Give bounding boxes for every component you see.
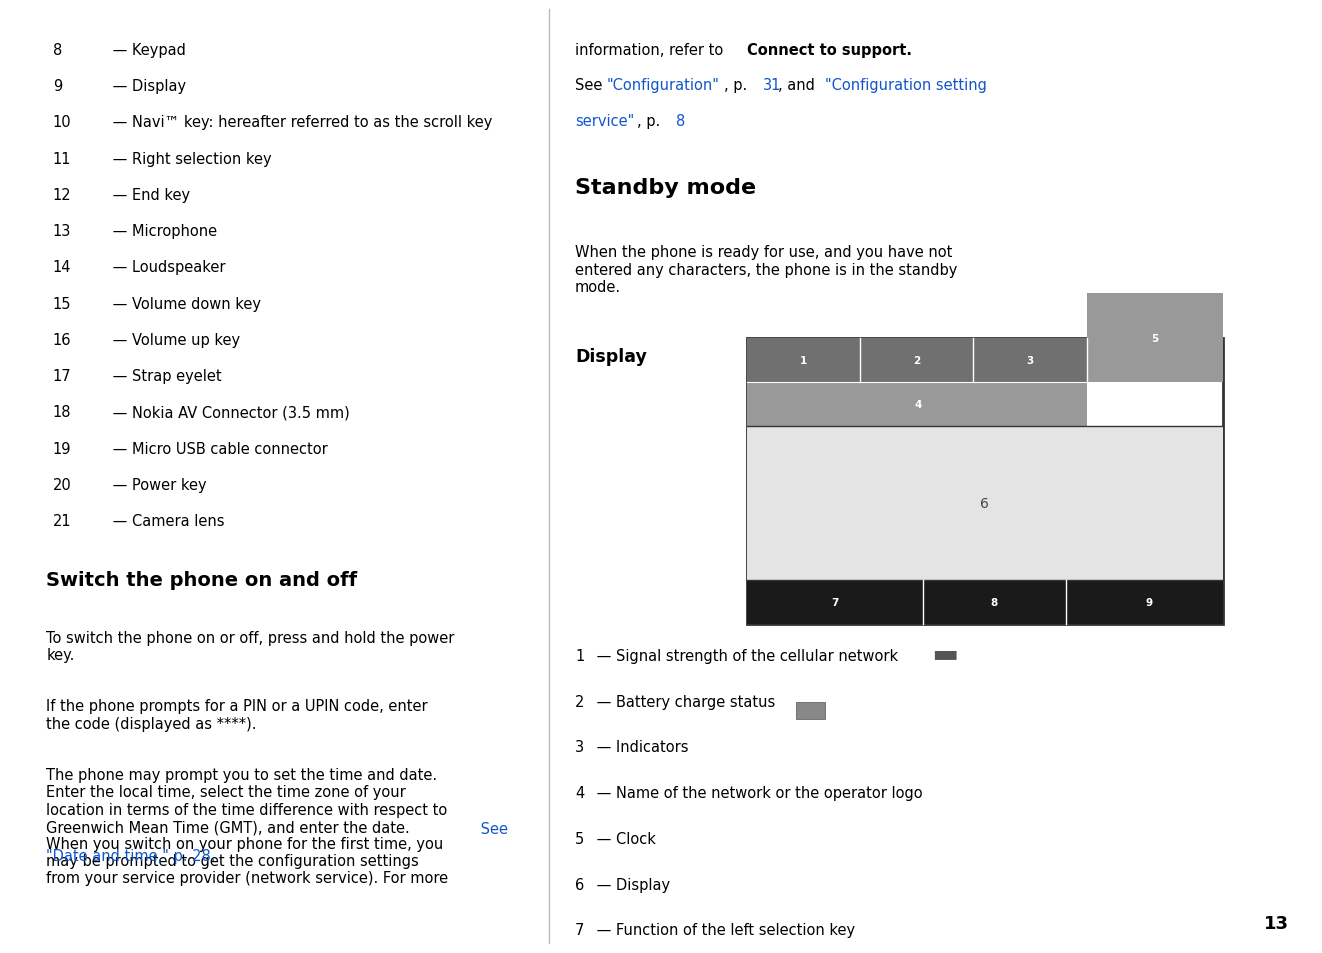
Text: 1: 1	[575, 648, 584, 663]
Text: — Volume up key: — Volume up key	[108, 333, 241, 348]
Text: — Microphone: — Microphone	[108, 224, 218, 239]
Text: 16: 16	[53, 333, 71, 348]
Text: — Indicators: — Indicators	[592, 740, 689, 755]
Text: 17: 17	[53, 369, 71, 384]
Text: 15: 15	[53, 296, 71, 312]
Text: — Nokia AV Connector (3.5 mm): — Nokia AV Connector (3.5 mm)	[108, 405, 350, 420]
Text: Switch the phone on and off: Switch the phone on and off	[46, 571, 357, 590]
Text: 4: 4	[575, 785, 584, 801]
Text: 9: 9	[53, 79, 62, 94]
Text: 8: 8	[53, 43, 62, 58]
Text: 3: 3	[575, 740, 584, 755]
Text: 14: 14	[53, 260, 71, 275]
Text: 21: 21	[53, 514, 71, 529]
Text: — Display: — Display	[592, 877, 670, 892]
Bar	[747, 338, 1087, 383]
Text: 18: 18	[53, 405, 71, 420]
Text: 5: 5	[1151, 334, 1158, 343]
Text: See: See	[476, 821, 508, 837]
Text: — Navi™ key: hereafter referred to as the scroll key: — Navi™ key: hereafter referred to as th…	[108, 115, 493, 131]
Text: 13: 13	[1264, 914, 1289, 932]
Text: 4: 4	[915, 400, 921, 410]
Text: 7: 7	[575, 923, 584, 938]
Text: See: See	[575, 78, 603, 93]
Text: 7: 7	[832, 598, 838, 607]
Text: 31: 31	[763, 78, 781, 93]
Text: — Name of the network or the operator logo: — Name of the network or the operator lo…	[592, 785, 923, 801]
Text: To switch the phone on or off, press and hold the power
key.: To switch the phone on or off, press and…	[46, 630, 455, 662]
Text: Standby mode: Standby mode	[575, 178, 756, 198]
Text: information, refer to: information, refer to	[575, 43, 728, 58]
Text: "Configuration": "Configuration"	[607, 78, 719, 93]
Text: — Function of the left selection key: — Function of the left selection key	[592, 923, 855, 938]
Text: — Camera lens: — Camera lens	[108, 514, 225, 529]
Text: — Loudspeaker: — Loudspeaker	[108, 260, 226, 275]
Text: 2: 2	[575, 694, 584, 709]
Text: 20: 20	[53, 477, 71, 493]
Text: — Display: — Display	[108, 79, 186, 94]
Bar	[1087, 294, 1223, 383]
Text: service": service"	[575, 113, 635, 129]
Text: When you switch on your phone for the first time, you
may be prompted to get the: When you switch on your phone for the fi…	[46, 836, 448, 885]
Text: 6: 6	[981, 497, 989, 511]
Text: — Power key: — Power key	[108, 477, 208, 493]
Text: , p.: , p.	[724, 78, 752, 93]
Text: Display: Display	[575, 348, 646, 366]
Text: 8: 8	[990, 598, 998, 607]
Text: If the phone prompts for a PIN or a UPIN code, enter
the code (displayed as ****: If the phone prompts for a PIN or a UPIN…	[46, 699, 428, 731]
Text: 10: 10	[53, 115, 71, 131]
Text: — Battery charge status: — Battery charge status	[592, 694, 776, 709]
Text: ▇▇▇: ▇▇▇	[935, 648, 957, 658]
Text: "Configuration setting: "Configuration setting	[825, 78, 988, 93]
Text: 13: 13	[53, 224, 71, 239]
Text: , and: , and	[779, 78, 820, 93]
Text: — Right selection key: — Right selection key	[108, 152, 272, 167]
Text: Connect to support.: Connect to support.	[747, 43, 912, 58]
Text: The phone may prompt you to set the time and date.
Enter the local time, select : The phone may prompt you to set the time…	[46, 767, 448, 834]
Text: — Keypad: — Keypad	[108, 43, 186, 58]
Text: — Clock: — Clock	[592, 831, 656, 846]
Text: — Strap eyelet: — Strap eyelet	[108, 369, 222, 384]
Bar	[747, 427, 1223, 579]
Text: — Micro USB cable connector: — Micro USB cable connector	[108, 441, 328, 456]
Text: — End key: — End key	[108, 188, 190, 203]
Bar	[747, 579, 1223, 624]
Bar	[796, 702, 825, 720]
Text: 2: 2	[914, 355, 920, 365]
Text: 3: 3	[1026, 355, 1034, 365]
Text: "Date and time," p. 28.: "Date and time," p. 28.	[46, 848, 215, 863]
Text: 19: 19	[53, 441, 71, 456]
Text: 9: 9	[1146, 598, 1153, 607]
Text: 8: 8	[677, 113, 686, 129]
Text: 6: 6	[575, 877, 584, 892]
Text: 1: 1	[800, 355, 808, 365]
Bar	[747, 338, 1223, 624]
Text: When the phone is ready for use, and you have not
entered any characters, the ph: When the phone is ready for use, and you…	[575, 245, 957, 294]
Text: , p.: , p.	[637, 113, 665, 129]
Text: — Volume down key: — Volume down key	[108, 296, 262, 312]
Text: 11: 11	[53, 152, 71, 167]
Text: 5: 5	[575, 831, 584, 846]
Text: — Signal strength of the cellular network: — Signal strength of the cellular networ…	[592, 648, 899, 663]
Text: 12: 12	[53, 188, 71, 203]
Bar	[747, 383, 1087, 427]
